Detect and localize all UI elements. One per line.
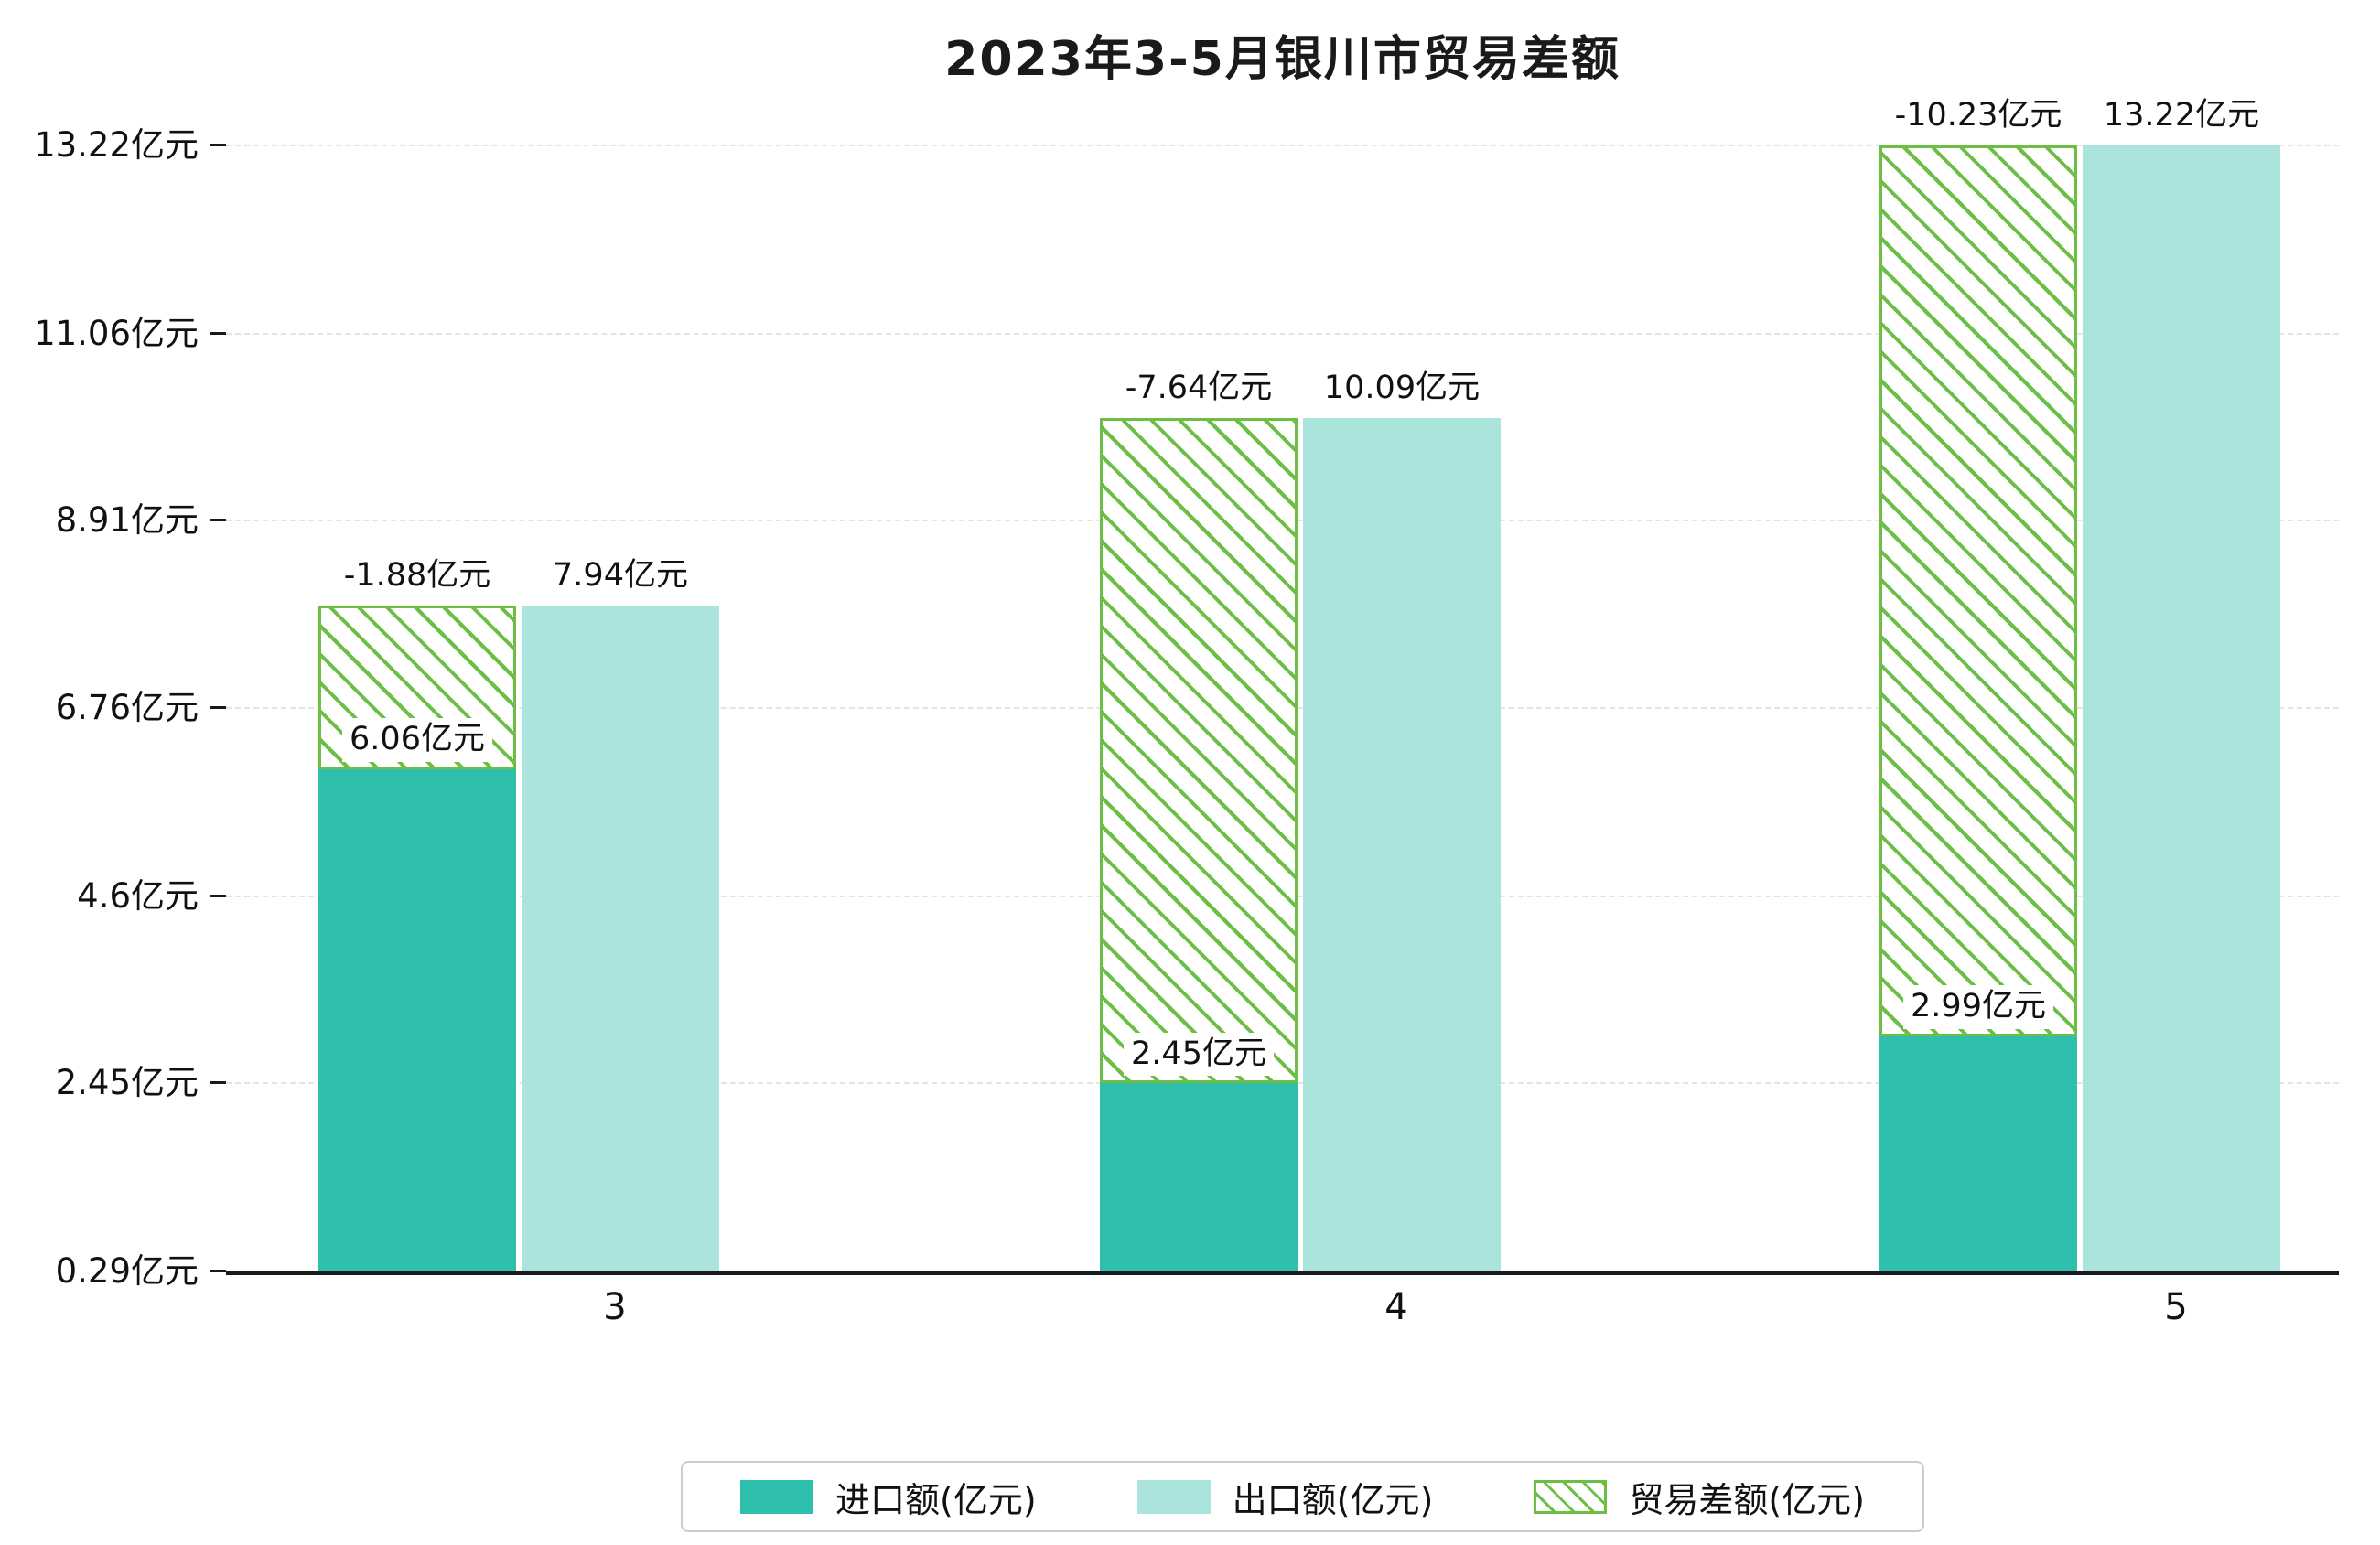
import-value-label: 2.45亿元 (1124, 1032, 1274, 1077)
import-swatch-icon (740, 1479, 814, 1514)
export-value-label: 7.94亿元 (545, 553, 695, 598)
legend-item-import: 进口额(亿元) (740, 1472, 1037, 1522)
x-axis-line (226, 1271, 2339, 1275)
y-axis-tick-mark (210, 331, 226, 335)
trade-balance-value-label: -10.23亿元 (1887, 94, 2070, 138)
trade-balance-bar (1100, 417, 1298, 1084)
legend-label-export: 出口额(亿元) (1232, 1479, 1434, 1520)
y-axis-tick-mark (210, 519, 226, 522)
y-axis-tick-label: 11.06亿元 (34, 313, 199, 353)
y-axis-tick-label: 4.6亿元 (77, 875, 199, 916)
trade-balance-swatch-icon (1534, 1479, 1608, 1514)
export-bar (1303, 417, 1501, 1271)
legend-item-export: 出口额(亿元) (1136, 1472, 1434, 1522)
y-axis-tick-mark (210, 144, 226, 146)
chart-title: 2023年3-5月银川市贸易差额 (944, 32, 1621, 87)
trade-balance-bar (1879, 145, 2077, 1036)
y-axis-tick-label: 13.22亿元 (34, 125, 199, 165)
export-bar (522, 605, 719, 1271)
export-swatch-icon (1136, 1479, 1211, 1514)
import-value-label: 6.06亿元 (342, 717, 492, 762)
legend-item-balance: 贸易差额(亿元) (1534, 1472, 1865, 1522)
y-axis-tick-mark (210, 894, 226, 897)
y-axis-tick-label: 0.29亿元 (55, 1251, 199, 1291)
legend-label-balance: 贸易差额(亿元) (1629, 1479, 1865, 1520)
import-value-label: 2.99亿元 (1903, 985, 2053, 1029)
export-value-label: 10.09亿元 (1316, 367, 1488, 411)
x-axis-tick-label: 4 (1384, 1286, 1408, 1328)
legend: 进口额(亿元) 出口额(亿元) 贸易差额(亿元) (681, 1461, 1924, 1532)
x-axis-tick-label: 5 (2164, 1286, 2188, 1328)
x-axis-tick-label: 3 (603, 1286, 627, 1328)
plot-area: -1.88亿元 7.94亿元 6.06亿元 -7.64亿元 10.09亿元 2.45亿元 -… (226, 94, 2339, 1275)
y-axis-tick-mark (210, 1081, 226, 1085)
gridline (226, 145, 2339, 146)
import-bar (1879, 1035, 2077, 1271)
y-axis-tick-mark (210, 1270, 226, 1272)
y-axis-tick-label: 8.91亿元 (55, 500, 199, 541)
import-bar (1100, 1083, 1298, 1271)
legend-label-import: 进口额(亿元) (835, 1479, 1037, 1520)
gridline (226, 332, 2339, 335)
export-bar (2083, 145, 2280, 1271)
y-axis-tick-label: 2.45亿元 (55, 1063, 199, 1103)
trade-balance-value-label: -1.88亿元 (336, 553, 499, 598)
y-axis-tick-mark (210, 706, 226, 710)
trade-balance-value-label: -7.64亿元 (1117, 367, 1280, 411)
import-bar (318, 768, 516, 1271)
export-value-label: 13.22亿元 (2095, 94, 2267, 138)
y-axis-tick-label: 6.76亿元 (55, 688, 199, 728)
